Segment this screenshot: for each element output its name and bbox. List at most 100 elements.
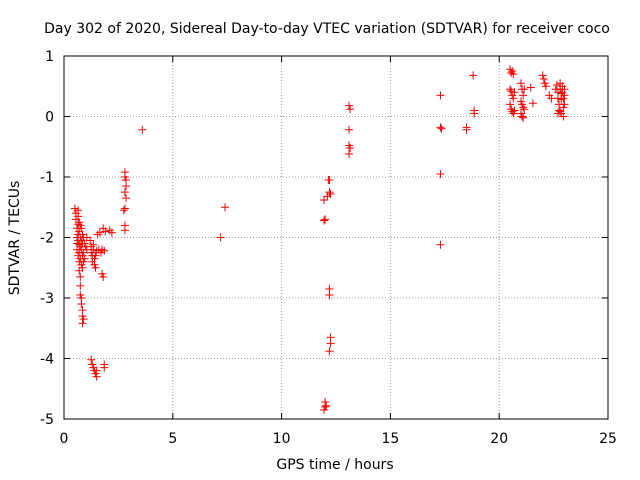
data-point <box>78 319 87 328</box>
x-tick-label: 25 <box>599 431 617 447</box>
data-point <box>538 71 547 80</box>
data-point <box>320 216 329 225</box>
data-point <box>76 272 85 281</box>
data-point <box>520 85 529 94</box>
data-point <box>519 113 528 122</box>
data-point <box>506 85 515 94</box>
data-point <box>559 112 568 121</box>
data-point <box>107 228 116 237</box>
data-point <box>320 195 329 204</box>
data-point <box>70 204 79 213</box>
data-point <box>79 315 88 324</box>
data-point <box>526 83 535 92</box>
data-point <box>91 251 100 260</box>
data-point <box>75 240 84 249</box>
data-point <box>120 188 129 197</box>
data-point <box>122 182 131 191</box>
data-point <box>321 215 330 224</box>
data-point <box>560 91 569 100</box>
y-tick-label: -3 <box>40 291 54 307</box>
data-points <box>70 65 569 414</box>
data-point <box>541 82 550 91</box>
data-point <box>80 254 89 263</box>
data-point <box>325 188 334 197</box>
data-point <box>120 226 129 235</box>
y-tick-label: -2 <box>40 231 54 247</box>
data-point <box>462 125 471 134</box>
data-point <box>436 123 445 132</box>
data-point <box>77 300 86 309</box>
data-point <box>325 290 334 299</box>
data-point <box>436 91 445 100</box>
x-tick-label: 0 <box>60 431 69 447</box>
data-point <box>560 100 569 109</box>
data-point <box>509 94 518 103</box>
data-point <box>528 99 537 108</box>
data-point <box>74 212 83 221</box>
data-point <box>469 71 478 80</box>
data-point <box>519 91 528 100</box>
data-point <box>470 109 479 118</box>
data-point <box>510 88 519 97</box>
data-point <box>552 81 561 90</box>
data-point <box>325 347 334 356</box>
y-tick-label: 1 <box>45 49 54 65</box>
y-tick-label: -5 <box>40 412 54 428</box>
data-point <box>95 228 104 237</box>
data-point <box>516 79 525 88</box>
data-point <box>326 339 335 348</box>
chart-title: Day 302 of 2020, Sidereal Day-to-day VTE… <box>44 21 610 37</box>
axis-ticks: 0 5 10 15 20 25 -5 -4 -3 -2 -1 0 1 <box>40 49 617 447</box>
data-point <box>509 70 518 79</box>
data-point <box>77 224 86 233</box>
data-point <box>520 105 529 114</box>
data-point <box>86 236 95 245</box>
x-tick-label: 10 <box>273 431 291 447</box>
data-point <box>119 206 128 215</box>
data-point <box>92 366 101 375</box>
data-point <box>539 74 548 83</box>
data-point <box>76 281 85 290</box>
data-point <box>99 272 108 281</box>
data-point <box>345 125 354 134</box>
data-point <box>510 106 519 115</box>
data-point <box>100 363 109 372</box>
y-tick-label: -1 <box>40 170 54 186</box>
data-point <box>100 246 109 255</box>
data-point <box>519 103 528 112</box>
x-axis-label: GPS time / hours <box>276 457 393 473</box>
data-point <box>138 125 147 134</box>
data-point <box>91 263 100 272</box>
data-point <box>78 263 87 272</box>
data-point <box>507 87 516 96</box>
data-point <box>556 107 565 116</box>
data-point <box>322 401 331 410</box>
data-point <box>120 204 129 213</box>
x-tick-label: 5 <box>168 431 177 447</box>
data-point <box>320 405 329 414</box>
data-point <box>345 150 354 159</box>
x-tick-label: 15 <box>381 431 399 447</box>
data-point <box>122 194 131 203</box>
y-axis-label: SDTVAR / TECUs <box>7 181 23 296</box>
data-point <box>345 101 354 110</box>
data-point <box>325 176 334 185</box>
data-point <box>507 68 516 77</box>
data-point <box>436 169 445 178</box>
data-point <box>518 112 527 121</box>
data-point <box>101 227 110 236</box>
data-point <box>216 233 225 242</box>
y-tick-label: -4 <box>40 352 54 368</box>
y-tick-label: 0 <box>45 110 54 126</box>
data-point <box>436 240 445 249</box>
data-point <box>326 189 335 198</box>
data-point <box>87 355 96 364</box>
data-point <box>346 105 355 114</box>
data-point <box>506 100 515 109</box>
data-point <box>346 143 355 152</box>
data-point <box>221 203 230 212</box>
x-tick-label: 20 <box>490 431 508 447</box>
data-point <box>437 124 446 133</box>
grid <box>64 56 608 419</box>
